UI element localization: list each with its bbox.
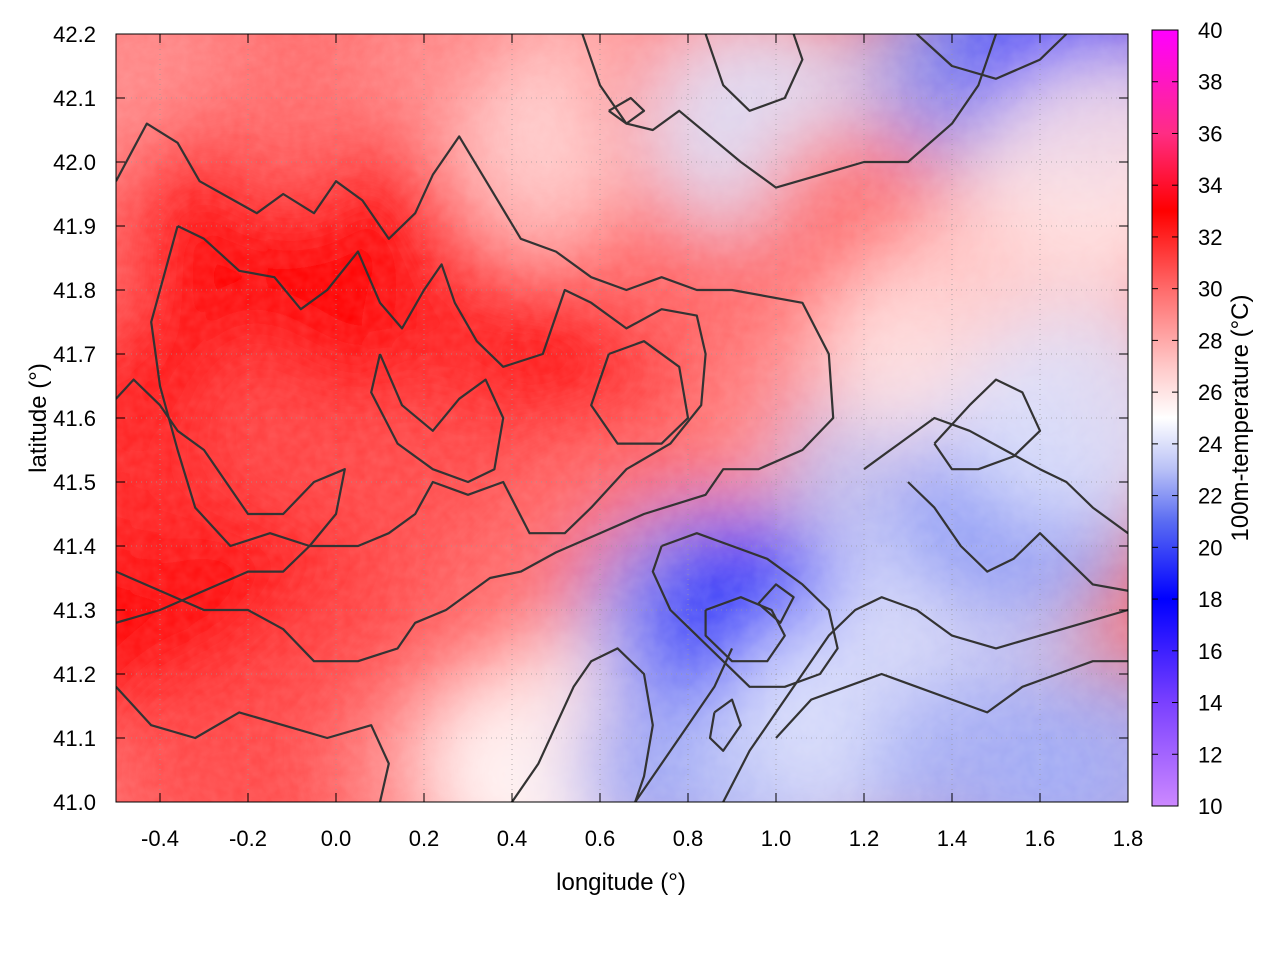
contour-line bbox=[590, 340, 690, 445]
colorbar-tick-label: 10 bbox=[1198, 794, 1222, 819]
colorbar-frame bbox=[1151, 29, 1179, 807]
contour-line bbox=[511, 647, 654, 802]
contour-lines bbox=[116, 34, 1128, 802]
y-tick-label: 41.0 bbox=[53, 790, 96, 815]
contour-line bbox=[704, 596, 786, 663]
contour-line bbox=[863, 416, 1128, 535]
colorbar-tick-label: 36 bbox=[1198, 121, 1222, 146]
contour-line bbox=[708, 698, 742, 752]
colorbar-tick-label: 40 bbox=[1198, 18, 1222, 43]
contour-line bbox=[370, 353, 505, 484]
y-axis-label: latitude (°) bbox=[25, 363, 52, 473]
contour-line bbox=[933, 378, 1042, 471]
x-tick-label: -0.4 bbox=[141, 826, 179, 851]
x-tick-label: -0.2 bbox=[229, 826, 267, 851]
x-tick-label: 0.2 bbox=[409, 826, 440, 851]
colorbar-tick-label: 22 bbox=[1198, 484, 1222, 509]
colorbar-tick-label: 26 bbox=[1198, 380, 1222, 405]
contour-line bbox=[907, 481, 1128, 592]
y-tick-label: 41.8 bbox=[53, 278, 96, 303]
contour-line bbox=[581, 34, 998, 189]
contour-line bbox=[651, 532, 839, 688]
y-tick-label: 41.1 bbox=[53, 726, 96, 751]
colorbar-tick-label: 28 bbox=[1198, 328, 1222, 353]
y-tick-label: 41.4 bbox=[53, 534, 96, 559]
colorbar-tick-label: 34 bbox=[1198, 173, 1222, 198]
x-tick-label: 0.8 bbox=[673, 826, 704, 851]
contour-line bbox=[757, 583, 795, 624]
x-axis: -0.4 -0.2 0.0 0.2 0.4 0.6 0.8 1.0 1.2 1.4 1.6 1.8 bbox=[141, 826, 1143, 851]
colorbar-tick-label: 24 bbox=[1198, 432, 1222, 457]
grid-lines bbox=[116, 34, 1128, 802]
contour-line bbox=[116, 122, 835, 663]
y-tick-label: 42.2 bbox=[53, 22, 96, 47]
colorbar-tick-label: 12 bbox=[1198, 742, 1222, 767]
contour-line bbox=[704, 34, 804, 112]
contour-line bbox=[722, 596, 1128, 802]
y-tick-label: 41.6 bbox=[53, 406, 96, 431]
y-tick-label: 42.1 bbox=[53, 86, 96, 111]
colorbar-tick-label: 16 bbox=[1198, 639, 1222, 664]
y-tick-label: 41.5 bbox=[53, 470, 96, 495]
x-tick-label: 0.0 bbox=[321, 826, 352, 851]
y-axis: 41.0 41.1 41.2 41.3 41.4 41.5 41.6 41.7 41.8 41.9… bbox=[53, 22, 96, 815]
contour-line bbox=[116, 378, 346, 624]
contour-line bbox=[116, 686, 390, 802]
colorbar-tick-label: 14 bbox=[1198, 691, 1222, 716]
x-tick-label: 0.4 bbox=[497, 826, 528, 851]
y-tick-label: 41.3 bbox=[53, 598, 96, 623]
contour-line bbox=[150, 225, 707, 548]
colorbar: 10 12 14 16 18 20 22 24 26 28 30 32 34 36 38 40 100m-te… bbox=[1151, 18, 1254, 819]
contour-line bbox=[634, 647, 733, 802]
plot-area bbox=[115, 33, 1129, 803]
colorbar-gradient bbox=[1152, 30, 1178, 806]
colorbar-ticks: 10 12 14 16 18 20 22 24 26 28 30 32 34 36 38 40 bbox=[1152, 18, 1222, 819]
x-tick-label: 1.2 bbox=[849, 826, 880, 851]
colorbar-tick-label: 32 bbox=[1198, 225, 1222, 250]
colorbar-tick-label: 30 bbox=[1198, 277, 1222, 302]
y-tick-label: 41.9 bbox=[53, 214, 96, 239]
x-tick-label: 1.8 bbox=[1113, 826, 1144, 851]
y-tick-label: 41.7 bbox=[53, 342, 96, 367]
contour-line bbox=[608, 96, 646, 125]
x-tick-label: 1.0 bbox=[761, 826, 792, 851]
axis-ticks bbox=[116, 33, 1129, 803]
contour-line bbox=[775, 660, 1128, 739]
contour-line bbox=[916, 34, 1068, 80]
colorbar-label: 100m-temperature (°C) bbox=[1227, 294, 1254, 541]
y-tick-label: 41.2 bbox=[53, 662, 96, 687]
x-tick-label: 1.6 bbox=[1025, 826, 1056, 851]
x-axis-label: longitude (°) bbox=[556, 869, 686, 896]
colorbar-tick-label: 18 bbox=[1198, 587, 1222, 612]
colorbar-tick-label: 38 bbox=[1198, 70, 1222, 95]
x-tick-label: 0.6 bbox=[585, 826, 616, 851]
y-tick-label: 42.0 bbox=[53, 150, 96, 175]
colorbar-tick-label: 20 bbox=[1198, 535, 1222, 560]
x-tick-label: 1.4 bbox=[937, 826, 968, 851]
